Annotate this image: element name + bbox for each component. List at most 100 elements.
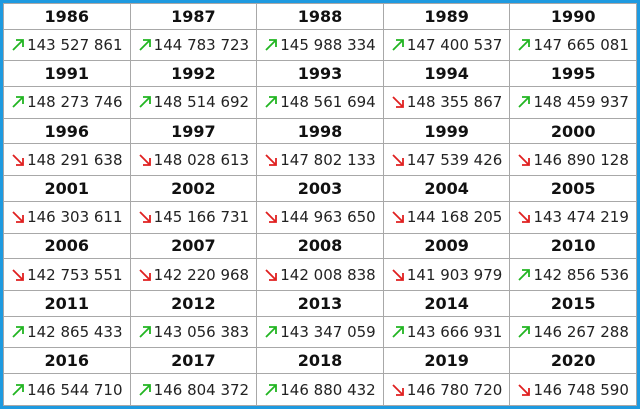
arrow-shape (139, 269, 151, 281)
value-cell: 147 400 537 (382, 28, 511, 62)
value-cell: 146 880 432 (256, 373, 384, 406)
population-value: 143 666 931 (406, 323, 503, 342)
arrow-shape (265, 326, 278, 338)
arrow-shape (265, 211, 278, 224)
arrow-shape (518, 326, 531, 338)
arrow-up (12, 326, 24, 338)
year-cell: 1994 (382, 60, 511, 88)
year-row: 2001 2002 2003 2004 2005 (3, 175, 637, 202)
year-row: 2011 2012 2013 2014 2015 (3, 290, 637, 317)
arrow-up (392, 39, 404, 51)
arrow-down (139, 269, 151, 281)
value-row: 148 273 746 148 514 692 148 561 694 148 355… (3, 86, 637, 119)
arrow-shape (392, 383, 404, 396)
population-value: 148 028 613 (153, 150, 250, 169)
arrow-up (139, 383, 151, 396)
arrow-down (518, 154, 531, 166)
arrow-up (265, 39, 278, 51)
year-cell: 2019 (382, 347, 511, 375)
population-value: 141 903 979 (406, 265, 503, 284)
value-cell: 146 748 590 (509, 373, 637, 406)
year-cell: 2000 (509, 117, 637, 145)
population-value: 147 400 537 (406, 36, 503, 55)
year-row: 1986 1987 1988 1989 1990 (3, 3, 637, 30)
population-value: 144 963 650 (280, 208, 376, 227)
value-cell: 142 856 536 (509, 258, 637, 292)
year-cell: 2005 (509, 175, 637, 202)
population-value: 147 539 426 (406, 150, 503, 169)
value-cell: 146 890 128 (509, 143, 637, 177)
value-cell: 144 783 723 (129, 28, 258, 62)
arrow-shape (518, 211, 531, 224)
arrow-shape (139, 383, 151, 396)
arrow-shape (12, 326, 24, 338)
arrow-up (392, 326, 404, 338)
population-table: 1986 1987 1988 1989 1990 143 527 861 144 783 7… (3, 3, 637, 406)
value-cell: 148 514 692 (129, 86, 258, 119)
arrow-shape (518, 154, 531, 166)
arrow-shape (12, 383, 24, 396)
value-row: 146 544 710 146 804 372 146 880 432 146 780… (3, 373, 637, 406)
year-row: 1991 1992 1993 1994 1995 (3, 60, 637, 88)
value-cell: 146 303 611 (3, 200, 131, 234)
arrow-down (12, 269, 24, 281)
value-cell: 145 988 334 (256, 28, 384, 62)
year-cell: 1990 (509, 3, 637, 30)
population-value: 144 168 205 (406, 208, 503, 227)
year-cell: 2010 (509, 232, 637, 260)
year-cell: 2020 (509, 347, 637, 375)
population-value: 142 753 551 (27, 265, 123, 284)
value-cell: 146 780 720 (382, 373, 511, 406)
arrow-shape (12, 269, 24, 281)
year-cell: 1991 (3, 60, 131, 88)
value-cell: 144 168 205 (382, 200, 511, 234)
population-value: 148 355 867 (406, 93, 503, 112)
year-cell: 1993 (256, 60, 384, 88)
arrow-shape (518, 96, 531, 109)
population-value: 143 527 861 (27, 36, 123, 55)
year-cell: 2002 (129, 175, 258, 202)
arrow-shape (392, 39, 404, 51)
population-value: 145 988 334 (280, 36, 376, 55)
value-cell: 146 544 710 (3, 373, 131, 406)
value-cell: 143 347 059 (256, 315, 384, 349)
population-value: 146 267 288 (533, 323, 629, 342)
arrow-shape (139, 96, 151, 109)
value-cell: 148 028 613 (129, 143, 258, 177)
arrow-down (392, 383, 404, 396)
arrow-shape (265, 383, 278, 396)
arrow-shape (265, 96, 278, 109)
year-cell: 1989 (382, 3, 511, 30)
value-cell: 141 903 979 (382, 258, 511, 292)
value-cell: 146 267 288 (509, 315, 637, 349)
value-cell: 148 273 746 (3, 86, 131, 119)
arrow-down (518, 383, 531, 396)
arrow-shape (139, 154, 151, 166)
population-value: 142 008 838 (280, 265, 376, 284)
year-cell: 2014 (382, 290, 511, 317)
population-value: 148 459 937 (533, 93, 629, 112)
arrow-down (139, 211, 151, 224)
population-value: 146 748 590 (533, 380, 629, 399)
year-cell: 2009 (382, 232, 511, 260)
arrow-shape (392, 326, 404, 338)
arrow-shape (265, 39, 278, 51)
arrow-down (12, 211, 24, 224)
arrow-up (265, 326, 278, 338)
arrow-shape (139, 39, 151, 51)
value-row: 143 527 861 144 783 723 145 988 334 147 400… (3, 28, 637, 62)
arrow-up (139, 326, 151, 338)
population-value: 144 783 723 (153, 36, 250, 55)
population-value: 146 880 432 (280, 380, 376, 399)
population-value: 142 856 536 (533, 265, 629, 284)
population-value: 143 474 219 (533, 208, 629, 227)
year-cell: 2006 (3, 232, 131, 260)
value-cell: 142 753 551 (3, 258, 131, 292)
value-cell: 143 056 383 (129, 315, 258, 349)
arrow-up (265, 383, 278, 396)
year-cell: 2008 (256, 232, 384, 260)
population-value: 146 804 372 (153, 380, 250, 399)
arrow-shape (12, 39, 24, 51)
year-cell: 2015 (509, 290, 637, 317)
